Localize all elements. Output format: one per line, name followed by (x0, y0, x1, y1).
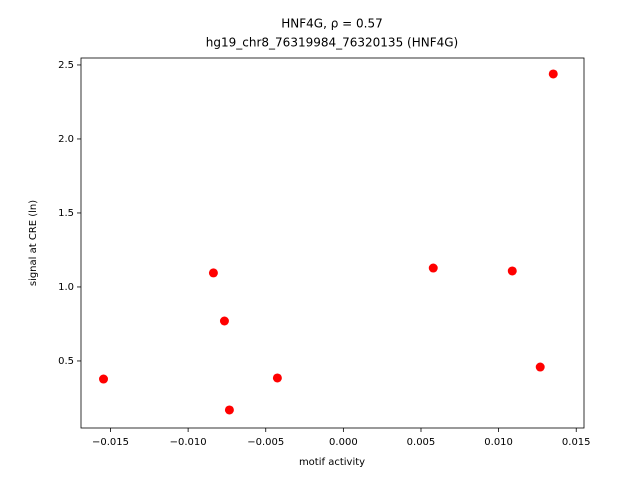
point (507, 266, 517, 276)
x-tick-label: 0.015 (562, 437, 591, 448)
point (219, 316, 229, 326)
chart-title: HNF4G, ρ = 0.57 (281, 17, 382, 31)
y-tick-label: 0.5 (58, 356, 74, 367)
point (272, 373, 282, 383)
point (428, 263, 438, 273)
y-tick-label: 1.5 (58, 208, 74, 219)
x-tick-label: 0.010 (484, 437, 513, 448)
point (535, 362, 545, 372)
x-tick-label: −0.005 (247, 437, 284, 448)
point (99, 374, 109, 384)
x-tick-label: −0.010 (170, 437, 207, 448)
y-axis-label: signal at CRE (ln) (28, 200, 39, 286)
y-tick-label: 2.0 (58, 134, 74, 145)
plot-frame (80, 57, 585, 429)
point (224, 405, 234, 415)
y-tick-label: 2.5 (58, 60, 74, 71)
point (548, 69, 558, 79)
chart-subtitle: hg19_chr8_76319984_76320135 (HNF4G) (206, 36, 458, 50)
x-tick-label: 0.005 (407, 437, 436, 448)
x-tick-label: 0.000 (329, 437, 358, 448)
y-tick-label: 1.0 (58, 282, 74, 293)
x-axis-label: motif activity (299, 457, 365, 468)
x-tick-label: −0.015 (92, 437, 129, 448)
point (208, 268, 218, 278)
